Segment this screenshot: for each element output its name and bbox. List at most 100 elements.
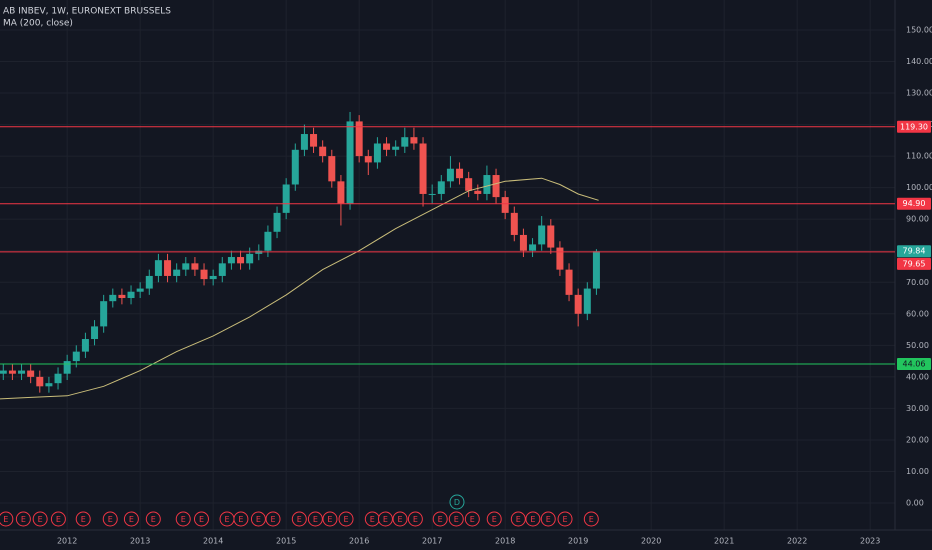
y-tick-label: 130.00 [906,89,932,98]
candle-body [237,257,245,264]
earnings-label: E [21,515,26,524]
x-tick-label: 2015 [276,537,296,546]
candle-body [182,263,190,270]
earnings-marker [448,511,464,527]
candle-body [465,178,473,191]
earnings-label: E [516,515,521,524]
candle-body [373,143,381,163]
last-price-label: 79.84 [903,247,926,256]
x-tick-label: 2016 [349,537,369,546]
earnings-label: E [81,515,86,524]
earnings-label: E [225,515,230,524]
earnings-marker [377,511,393,527]
candle-body [0,370,7,374]
y-tick-label: 10.00 [906,467,929,476]
candle-body [291,149,299,185]
candle-body [592,251,600,289]
candle-body [118,294,126,299]
last-price-box [897,245,931,258]
candle-body [109,294,117,302]
candle-body [173,269,181,276]
earnings-marker [175,511,191,527]
candle-body [519,234,527,251]
earnings-label: E [398,515,403,524]
x-tick-label: 2021 [714,537,734,546]
dividend-label: D [454,498,460,507]
candle-body [127,291,135,299]
candle-body [392,146,400,150]
candle-body [91,326,99,340]
candle-body [492,175,500,198]
earnings-label: E [38,515,43,524]
level-label-box [897,358,931,371]
x-tick-label: 2022 [787,537,807,546]
candle-body [27,370,35,377]
candle-body [100,301,108,327]
candle-body [164,260,172,276]
earnings-label: E [470,515,475,524]
earnings-marker [486,511,502,527]
earnings-marker [540,511,556,527]
candle-body [81,339,89,352]
x-tick-label: 2013 [130,537,150,546]
earnings-label: E [454,515,459,524]
candle-body [501,197,509,213]
x-tick-label: 2020 [641,537,661,546]
earnings-marker [338,511,354,527]
candle-body [328,156,336,182]
earnings-label: E [129,515,134,524]
candle-body [547,225,555,248]
x-tick-label: 2012 [57,537,77,546]
x-tick-label: 2018 [495,537,515,546]
candle-body [346,121,354,204]
candle-body [218,263,226,276]
y-tick-label: 40.00 [906,372,929,381]
earnings-label: E [270,515,275,524]
candle-body [145,275,153,289]
candle-body [419,143,427,194]
y-tick-label: 100.00 [906,183,932,192]
earnings-marker [145,511,161,527]
x-tick-label: 2014 [203,537,223,546]
candle-body [538,225,546,245]
candle-body [565,269,573,295]
candle-body [319,146,327,157]
candle-body [410,137,418,144]
earnings-marker [291,511,307,527]
earnings-label: E [563,515,568,524]
earnings-marker [307,511,323,527]
earnings-label: E [3,515,8,524]
candle-body [246,253,254,264]
candle-body [264,231,272,251]
candle-body [446,168,454,182]
earnings-marker [15,511,31,527]
y-tick-label: 150.00 [906,25,932,34]
candle-body [136,288,144,292]
earnings-label: E [492,515,497,524]
earnings-label: E [546,515,551,524]
candle-body [72,351,80,362]
earnings-label: E [530,515,535,524]
candle-body [428,193,436,195]
candle-body [510,212,518,235]
y-tick-label: 110.00 [906,152,932,161]
earnings-label: E [589,515,594,524]
earnings-marker [32,511,48,527]
candle-body [191,263,199,270]
candle-body [456,168,464,179]
candle-body [300,134,308,150]
earnings-label: E [181,515,186,524]
level-label-box [897,120,931,133]
earnings-marker [50,511,66,527]
x-tick-label: 2017 [422,537,442,546]
y-tick-label: 30.00 [906,404,929,413]
candle-body [556,247,564,270]
candle-body [583,288,591,314]
earnings-label: E [151,515,156,524]
level-label-box [897,257,931,270]
candle-body [355,121,363,157]
candle-body [282,184,290,213]
y-tick-label: 70.00 [906,278,929,287]
